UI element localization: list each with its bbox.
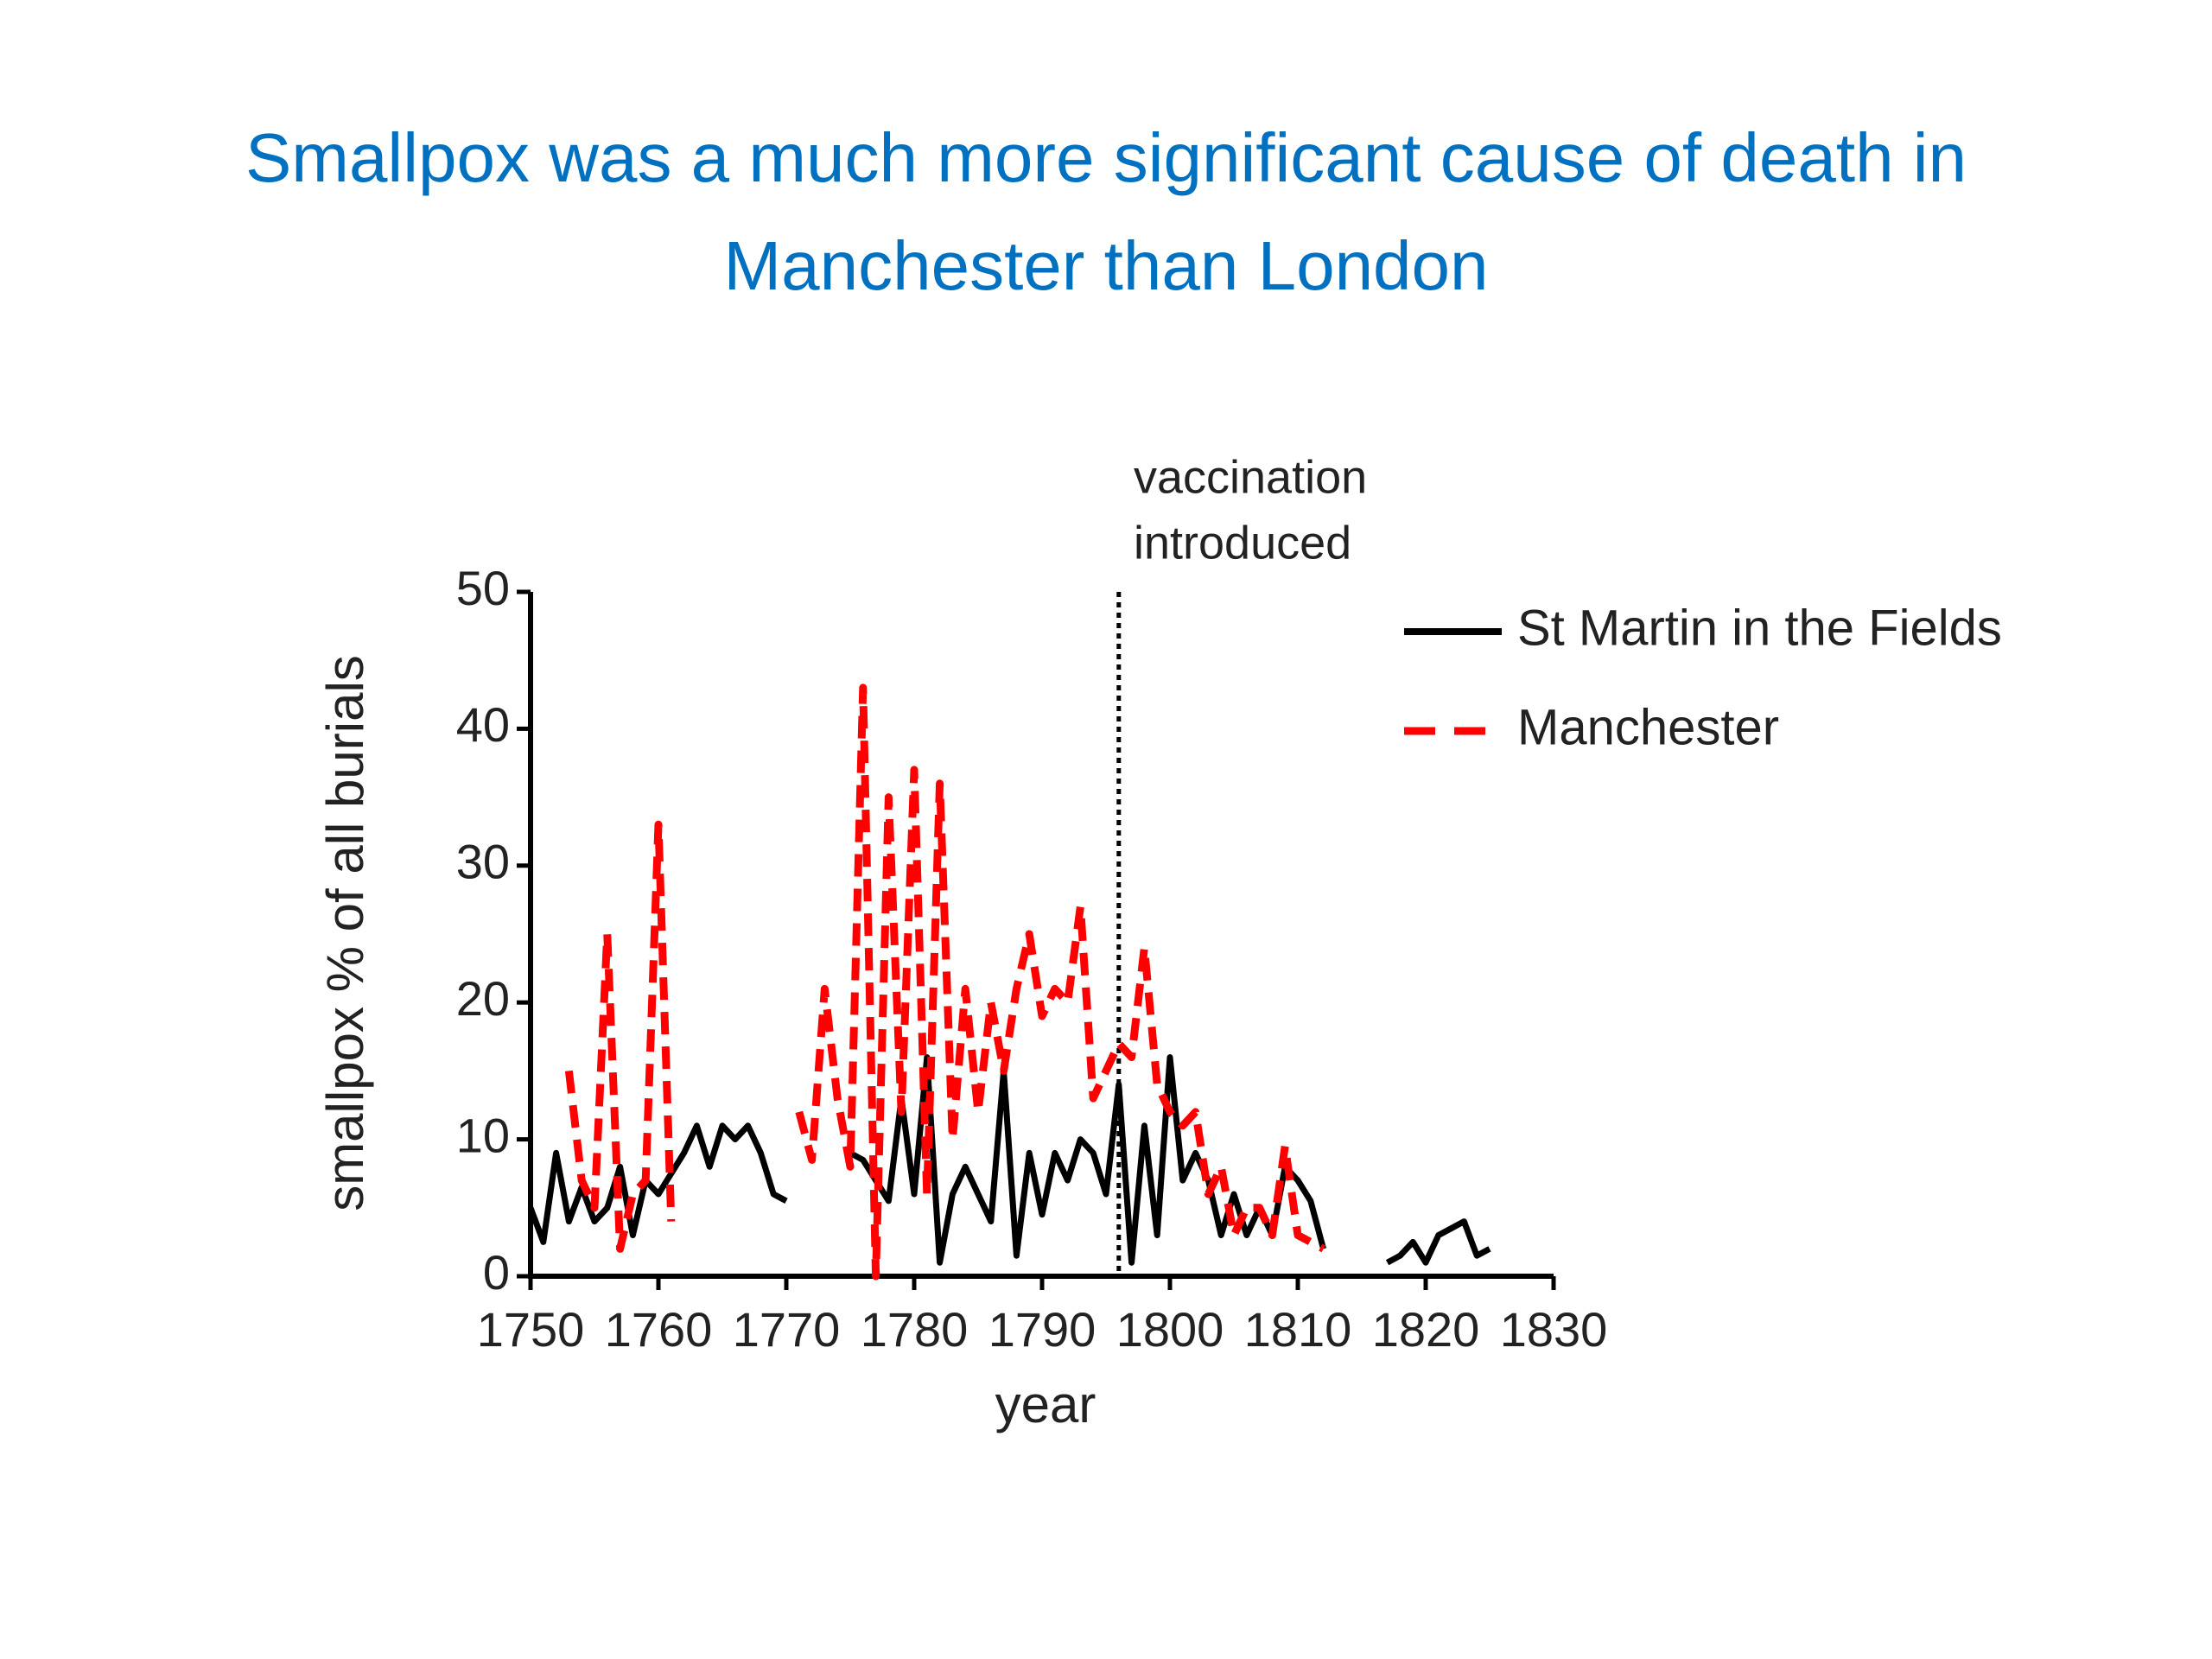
legend-label: Manchester <box>1517 699 1779 755</box>
y-tick-label: 50 <box>456 561 510 615</box>
series-line <box>564 683 1325 1281</box>
x-tick-label: 1800 <box>1116 1302 1224 1357</box>
annotation: introduced <box>1134 517 1351 569</box>
y-tick-label: 0 <box>483 1245 510 1300</box>
y-tick-label: 10 <box>456 1108 510 1162</box>
x-tick-label: 1780 <box>861 1302 969 1357</box>
chart-title: Smallpox was a much more significant cau… <box>245 119 1967 304</box>
x-tick-label: 1820 <box>1372 1302 1480 1357</box>
y-tick-label: 20 <box>456 971 510 1026</box>
legend-label: St Martin in the Fields <box>1517 600 2002 656</box>
x-axis-label: year <box>995 1376 1096 1433</box>
x-tick-label: 1830 <box>1500 1302 1608 1357</box>
x-tick-label: 1760 <box>605 1302 713 1357</box>
annotation: vaccination <box>1134 451 1367 503</box>
y-axis-label: smallpox % of all burials <box>316 655 374 1211</box>
series-line <box>527 1054 1491 1266</box>
x-tick-label: 1750 <box>477 1302 585 1357</box>
x-tick-label: 1770 <box>733 1302 841 1357</box>
y-tick-label: 40 <box>456 697 510 752</box>
x-tick-label: 1790 <box>988 1302 1096 1357</box>
x-tick-label: 1810 <box>1244 1302 1352 1357</box>
y-tick-label: 30 <box>456 835 510 889</box>
